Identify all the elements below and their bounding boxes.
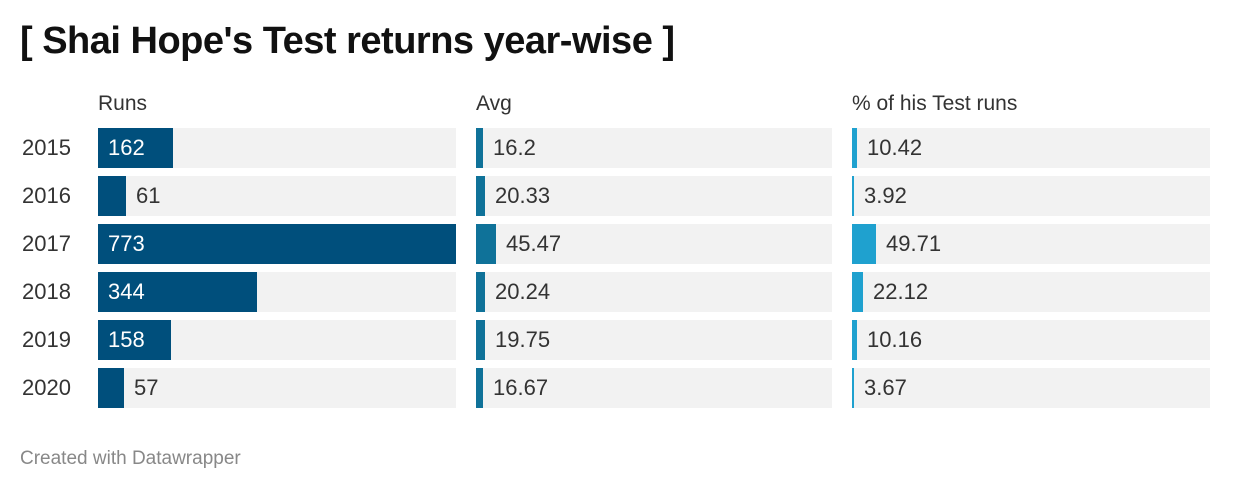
bar-track: 20.24: [476, 272, 832, 312]
column-header-1: Avg: [476, 92, 512, 115]
bar-value-label: 45.47: [506, 231, 562, 256]
bar: [98, 368, 124, 408]
bar-value-label: 16.2: [493, 135, 536, 160]
bar-track: 158: [98, 320, 456, 360]
bar-track: 19.75: [476, 320, 832, 360]
bar-track: 49.71: [852, 224, 1210, 264]
bar: [476, 320, 485, 360]
bar-value-label: 49.71: [886, 231, 942, 256]
bar: [852, 320, 857, 360]
bar: [852, 224, 876, 264]
chart-title: [ Shai Hope's Test returns year-wise ]: [20, 20, 675, 62]
bar-track: 22.12: [852, 272, 1210, 312]
bar: [852, 128, 857, 168]
bar-track: 344: [98, 272, 456, 312]
bar-value-label: 22.12: [873, 279, 929, 304]
bar-track: 10.42: [852, 128, 1210, 168]
year-label: 2015: [22, 135, 71, 160]
bar: [98, 176, 126, 216]
bar-track: 45.47: [476, 224, 832, 264]
bar-value-label: 3.92: [864, 183, 907, 208]
bar: [476, 368, 483, 408]
bar-value-label: 773: [108, 231, 145, 256]
bar-value-label: 16.67: [493, 375, 549, 400]
year-label: 2016: [22, 183, 71, 208]
bar: [98, 272, 257, 312]
bar-value-label: 57: [134, 375, 159, 400]
bar: [852, 272, 863, 312]
column-header-0: Runs: [98, 92, 148, 115]
bar-track: 57: [98, 368, 456, 408]
bar: [98, 320, 171, 360]
bar: [476, 272, 485, 312]
bar: [98, 128, 173, 168]
bar: [852, 368, 854, 408]
year-label: 2018: [22, 279, 71, 304]
bar-value-label: 20.33: [495, 183, 551, 208]
bar-value-label: 20.24: [495, 279, 551, 304]
bar: [852, 176, 854, 216]
bar-value-label: 158: [108, 327, 145, 352]
bar-value-label: 10.42: [867, 135, 923, 160]
bar: [98, 224, 456, 264]
bar-value-label: 61: [136, 183, 161, 208]
footer-credit: Created with Datawrapper: [20, 448, 241, 469]
bar-track: 773: [98, 224, 456, 264]
column-header-2: % of his Test runs: [852, 92, 1018, 115]
bar-track: 16.67: [476, 368, 832, 408]
bar-track: 10.16: [852, 320, 1210, 360]
bar-track: 3.92: [852, 176, 1210, 216]
year-label: 2020: [22, 375, 71, 400]
bar: [476, 224, 496, 264]
bar-track: 162: [98, 128, 456, 168]
bar-value-label: 344: [108, 279, 145, 304]
bar-value-label: 3.67: [864, 375, 907, 400]
bar-track: 61: [98, 176, 456, 216]
bar-value-label: 162: [108, 135, 145, 160]
bar-track: 3.67: [852, 368, 1210, 408]
bar-track: 16.2: [476, 128, 832, 168]
year-label: 2017: [22, 231, 71, 256]
bar-track: 20.33: [476, 176, 832, 216]
bar: [476, 128, 483, 168]
year-label: 2019: [22, 327, 71, 352]
bar: [476, 176, 485, 216]
bar-value-label: 10.16: [867, 327, 923, 352]
bar-value-label: 19.75: [495, 327, 551, 352]
